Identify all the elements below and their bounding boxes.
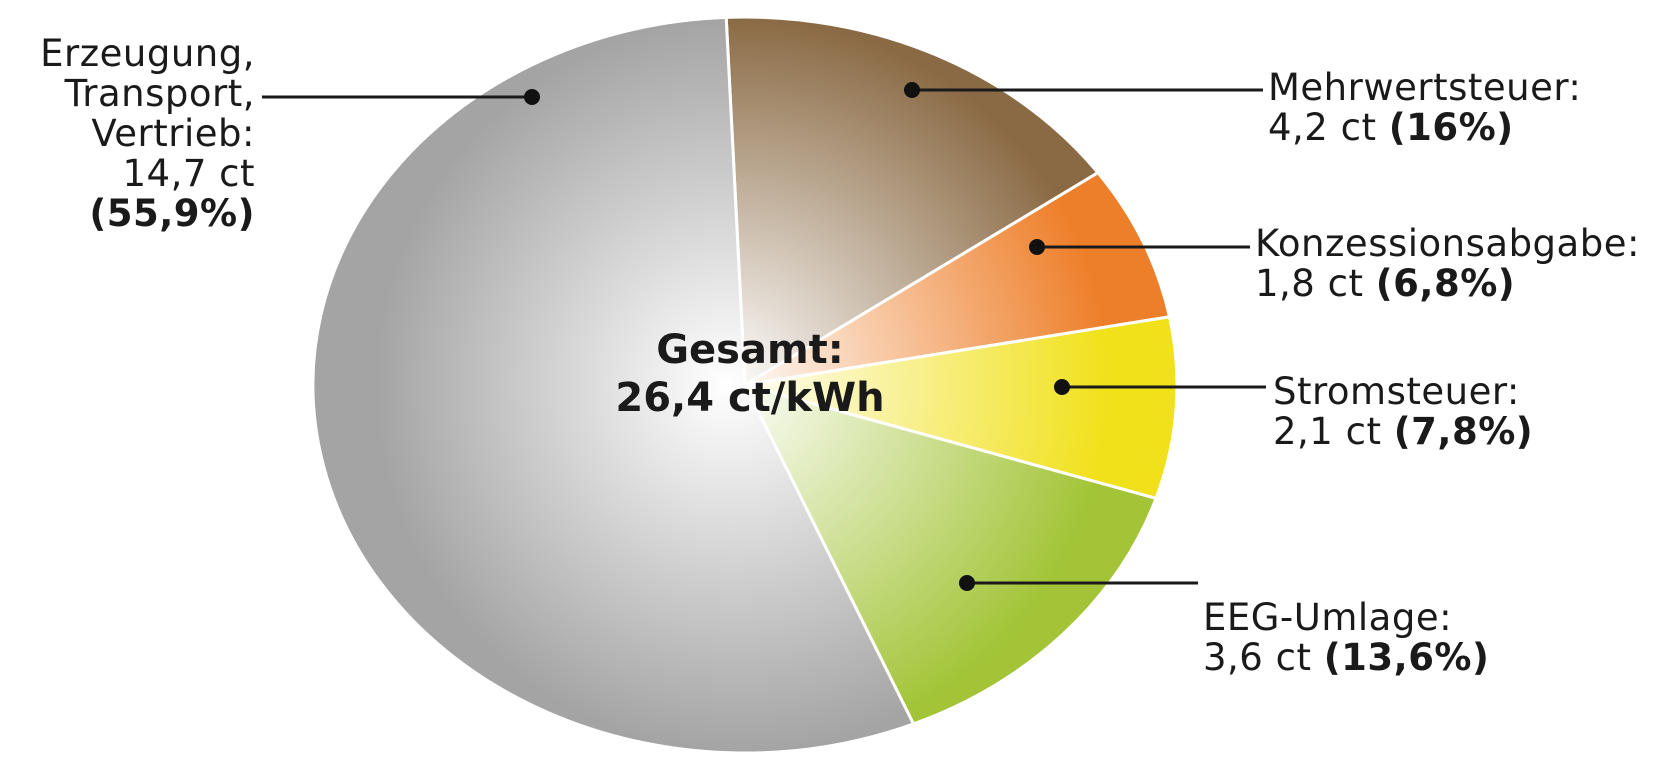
leader-dot-erzeugung [524,89,540,105]
label-konzessionsabgabe-value: 1,8 ct [1255,262,1364,305]
label-eeg-umlage-name: EEG-Umlage: [1203,596,1453,639]
leader-dot-stromsteuer [1054,379,1070,395]
label-mehrwertsteuer-percent: (16%) [1388,106,1514,149]
label-erzeugung-name: Erzeugung, Transport, Vertrieb: [40,32,255,155]
leader-dot-eeg-umlage [959,575,975,591]
label-eeg-umlage-value: 3,6 ct [1203,636,1312,679]
label-stromsteuer: Stromsteuer: 2,1 ct (7,8%) [1273,372,1533,452]
pie-slice-konzessionsabgabe [744,170,1172,387]
label-eeg-umlage-percent: (13,6%) [1323,636,1490,679]
pie-slice-eeg-umlage [742,382,1158,726]
center-value: 26,4 ct/kWh [615,375,885,421]
label-stromsteuer-name: Stromsteuer: [1273,370,1520,413]
label-erzeugung-value: 14,7 ct [122,152,255,195]
pie-slice-mehrwertsteuer [724,15,1101,388]
pie-slice-stromsteuer [744,315,1179,501]
label-konzessionsabgabe-name: Konzessionsabgabe: [1255,222,1640,265]
center-total-label: Gesamt: 26,4 ct/kWh [590,326,910,422]
label-stromsteuer-value: 2,1 ct [1273,410,1382,453]
label-stromsteuer-percent: (7,8%) [1393,410,1534,453]
label-mehrwertsteuer: Mehrwertsteuer: 4,2 ct (16%) [1268,68,1581,148]
label-eeg-umlage: EEG-Umlage: 3,6 ct (13,6%) [1203,598,1489,678]
center-title: Gesamt: [656,327,844,373]
leader-dot-konzessionsabgabe [1029,239,1045,255]
label-mehrwertsteuer-value: 4,2 ct [1268,106,1377,149]
label-konzessionsabgabe-percent: (6,8%) [1375,262,1516,305]
label-konzessionsabgabe: Konzessionsabgabe: 1,8 ct (6,8%) [1255,224,1640,304]
pie-slice-erzeugung [311,15,916,755]
leader-dot-mehrwertsteuer [904,82,920,98]
label-mehrwertsteuer-name: Mehrwertsteuer: [1268,66,1582,109]
label-erzeugung: Erzeugung, Transport, Vertrieb: 14,7 ct … [0,34,255,234]
label-erzeugung-percent: (55,9%) [89,192,255,235]
